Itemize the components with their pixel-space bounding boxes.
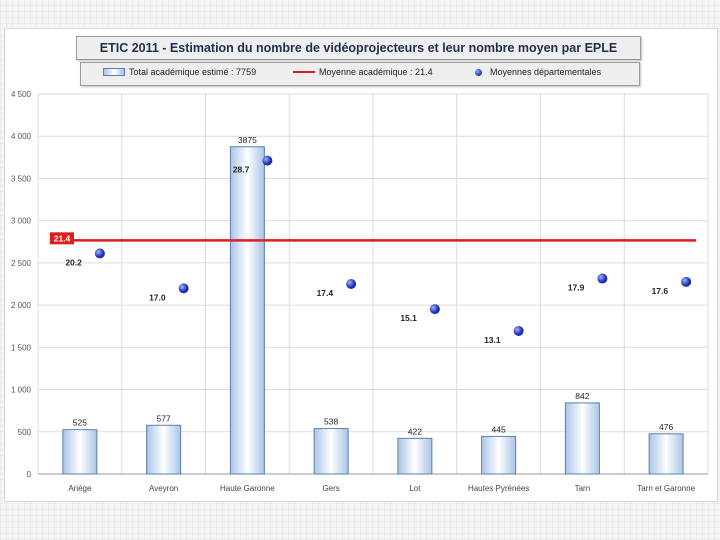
y-tick-label: 1 000 bbox=[11, 386, 32, 395]
point-value-label: 17.6 bbox=[652, 286, 669, 296]
legend-item-bars: Total académique estimé : 7759 bbox=[103, 67, 256, 77]
chart-title-text: ETIC 2011 - Estimation du nombre de vidé… bbox=[99, 41, 618, 55]
legend-bar-swatch bbox=[103, 68, 125, 76]
bar-value-label: 422 bbox=[408, 426, 422, 436]
bar-value-label: 525 bbox=[73, 418, 87, 428]
bar bbox=[648, 433, 684, 475]
x-tick-label: Lot bbox=[409, 484, 421, 493]
bar-value-label: 577 bbox=[157, 413, 171, 423]
legend-item-average: Moyenne académique : 21.4 bbox=[293, 67, 433, 77]
x-tick-label: Hautes Pyrénées bbox=[468, 484, 529, 493]
bar-value-label: 476 bbox=[659, 422, 673, 432]
average-label: 21.4 bbox=[54, 233, 71, 243]
point-value-label: 17.9 bbox=[568, 283, 585, 293]
bar-value-label: 842 bbox=[575, 391, 589, 401]
point-value-label: 20.2 bbox=[65, 257, 82, 267]
point-value-label: 13.1 bbox=[484, 335, 501, 345]
x-tick-label: Tarn bbox=[575, 484, 591, 493]
bar bbox=[481, 435, 517, 475]
average-point bbox=[178, 283, 189, 294]
point-value-label: 28.7 bbox=[233, 165, 250, 175]
grid-layer bbox=[37, 93, 709, 475]
y-tick-label: 2 000 bbox=[11, 301, 32, 310]
point-value-label: 17.4 bbox=[317, 288, 334, 298]
y-tick-label: 3 000 bbox=[11, 217, 32, 226]
x-tick-label: Gers bbox=[322, 484, 339, 493]
legend-average-label: Moyenne académique : 21.4 bbox=[319, 67, 433, 77]
average-line-layer bbox=[49, 232, 697, 245]
y-tick-label: 4 000 bbox=[11, 132, 32, 141]
point-value-label: 17.0 bbox=[149, 292, 166, 302]
chart-title: ETIC 2011 - Estimation du nombre de vidé… bbox=[76, 36, 641, 60]
x-tick-label: Aveyron bbox=[149, 484, 178, 493]
legend-points-label: Moyennes départementales bbox=[490, 67, 602, 77]
point-value-label: 15.1 bbox=[400, 313, 417, 323]
x-tick-label: Tarn et Garonne bbox=[637, 484, 695, 493]
bar bbox=[397, 437, 433, 475]
bar bbox=[62, 429, 98, 475]
bar bbox=[229, 146, 265, 475]
legend-item-points: Moyennes départementales bbox=[475, 67, 601, 77]
y-tick-label: 1 500 bbox=[11, 343, 32, 352]
y-tick-label: 2 500 bbox=[11, 259, 32, 268]
y-tick-label: 500 bbox=[18, 428, 32, 437]
chart-legend: Total académique estimé : 7759 Moyenne a… bbox=[80, 62, 640, 86]
bar bbox=[564, 402, 600, 475]
bar-value-label: 538 bbox=[324, 417, 338, 427]
legend-point-swatch bbox=[475, 68, 482, 76]
average-point bbox=[262, 155, 273, 166]
average-point bbox=[513, 325, 524, 336]
average-point bbox=[597, 273, 608, 284]
bar-value-label: 3875 bbox=[238, 135, 257, 145]
x-tick-label: Haute Garonne bbox=[220, 484, 275, 493]
bar-value-label: 445 bbox=[492, 424, 506, 434]
average-point bbox=[429, 304, 440, 315]
bar bbox=[313, 428, 349, 475]
average-point bbox=[94, 248, 105, 259]
y-tick-label: 0 bbox=[27, 470, 32, 479]
labels-layer: 4 500 4 000 3 500 3 000 2 500 2 000 1 500 1 000… bbox=[11, 90, 696, 493]
points-layer bbox=[94, 155, 692, 336]
legend-line-swatch bbox=[293, 71, 315, 73]
average-point bbox=[346, 279, 357, 289]
y-tick-label: 3 500 bbox=[11, 174, 32, 183]
x-tick-label: Ariège bbox=[68, 484, 92, 493]
bars-layer bbox=[62, 146, 684, 475]
average-point bbox=[681, 276, 692, 287]
legend-bars-label: Total académique estimé : 7759 bbox=[129, 67, 257, 77]
y-tick-label: 4 500 bbox=[11, 90, 32, 99]
bar bbox=[146, 424, 182, 475]
average-label-box bbox=[50, 232, 74, 245]
